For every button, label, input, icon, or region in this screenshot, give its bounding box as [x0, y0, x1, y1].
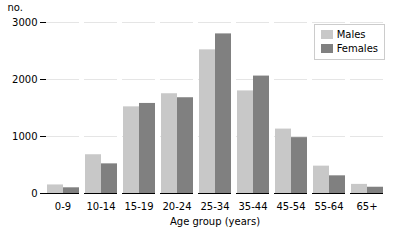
svg-text:45-54: 45-54 [276, 201, 305, 212]
svg-text:1000: 1000 [12, 131, 37, 142]
svg-text:10-14: 10-14 [86, 201, 115, 212]
svg-text:Age group (years): Age group (years) [170, 216, 260, 227]
svg-text:25-34: 25-34 [200, 201, 229, 212]
svg-text:no.: no. [8, 2, 23, 13]
svg-text:65+: 65+ [356, 201, 377, 212]
svg-text:55-64: 55-64 [314, 201, 343, 212]
html-text:Females: Females [336, 43, 378, 54]
svg-text:0: 0 [31, 188, 37, 199]
svg-text:15-19: 15-19 [124, 201, 153, 212]
svg-text:2000: 2000 [12, 74, 37, 85]
svg-text:3000: 3000 [12, 17, 37, 28]
svg-text:35-44: 35-44 [238, 201, 267, 212]
html-text:Males: Males [336, 29, 366, 40]
svg-text:20-24: 20-24 [162, 201, 191, 212]
svg-text:0-9: 0-9 [55, 201, 71, 212]
